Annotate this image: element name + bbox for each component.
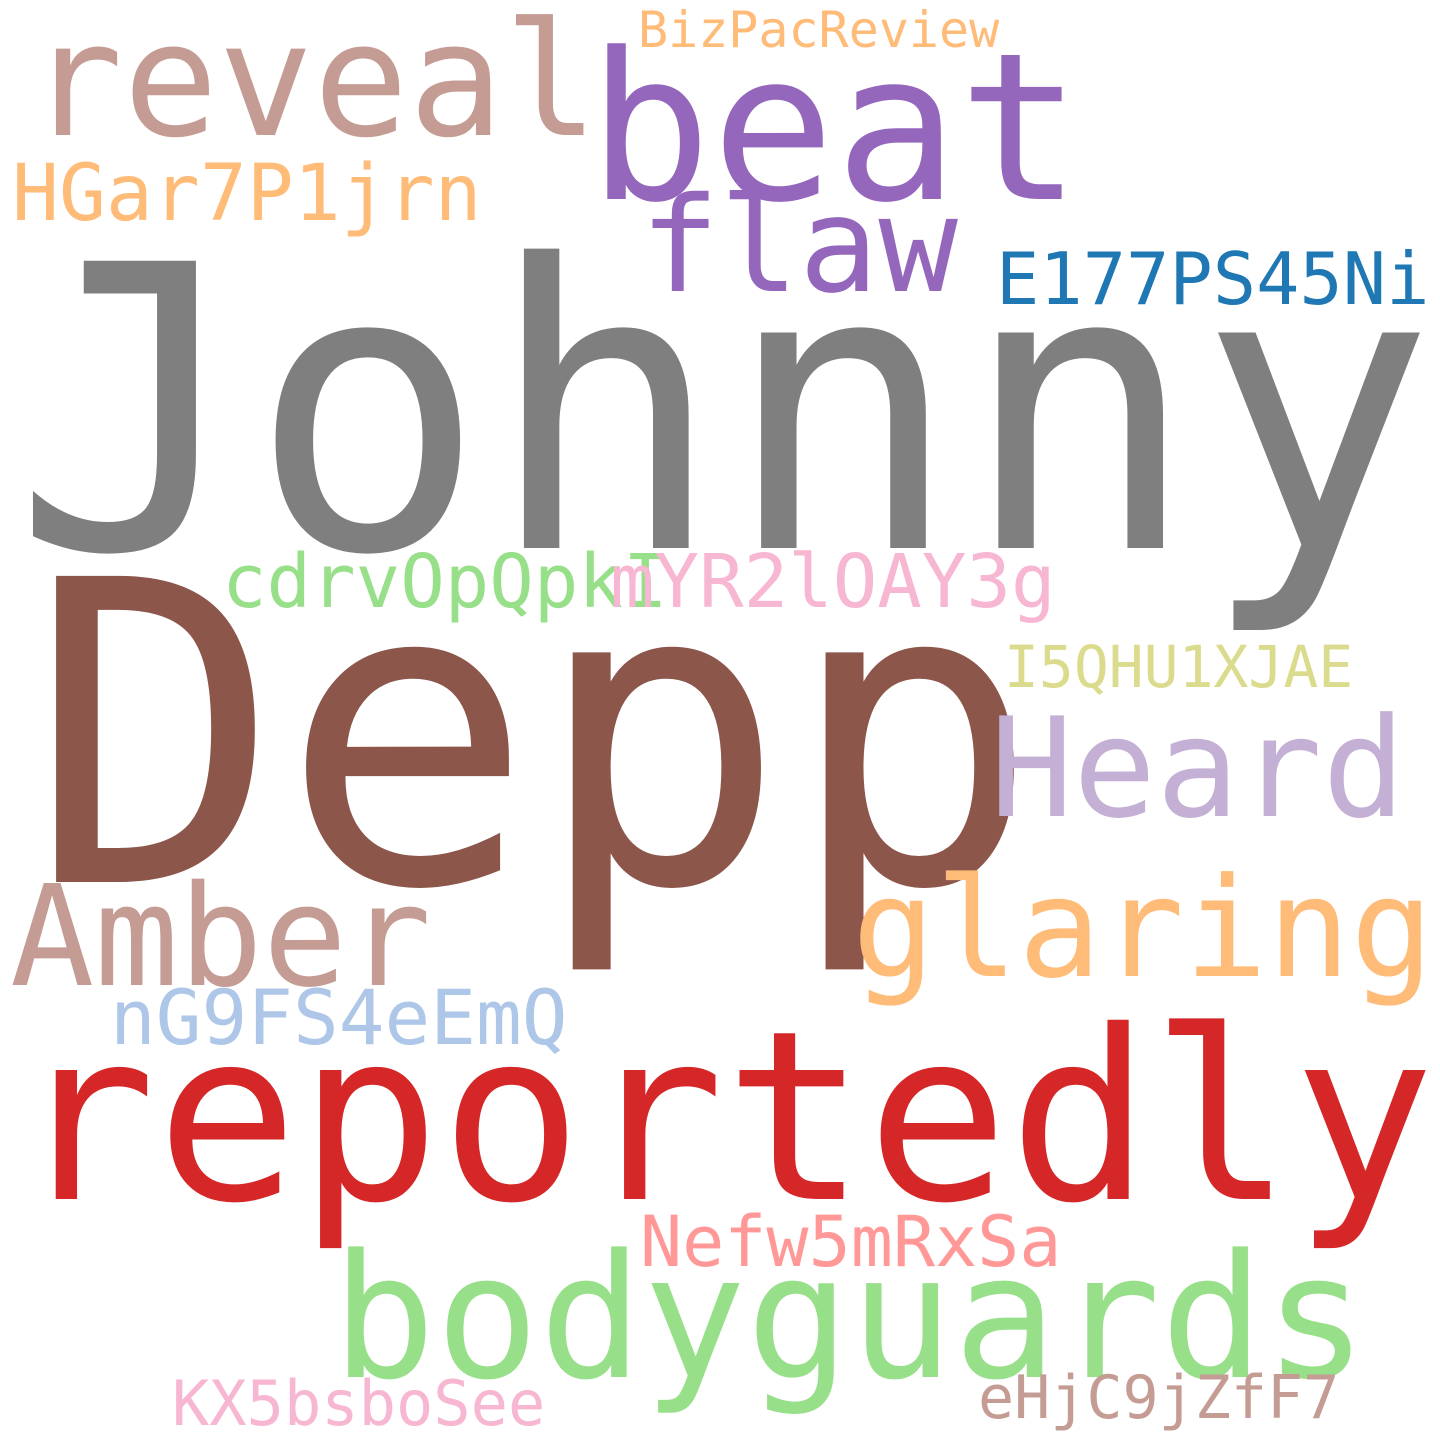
word-bizpacreview: BizPacReview — [638, 1, 1000, 59]
word-reportedly: reportedly — [14, 980, 1435, 1255]
word-hgar7p1jrn: HGar7P1jrn — [12, 149, 482, 239]
word-kx5bsbosee: KX5bsboSee — [172, 1367, 546, 1440]
word-nefw5mrxsa: Nefw5mRxSa — [640, 1201, 1062, 1283]
word-i5qhu1xjae: I5QHU1XJAE — [1004, 633, 1354, 701]
word-bodyguards: bodyguards — [332, 1217, 1368, 1418]
word-myr2loay3g: mYR2lOAY3g — [610, 539, 1056, 625]
word-depp: Depp — [28, 493, 1040, 982]
word-cdrvopqpki: cdrvOpQpkI — [222, 539, 668, 625]
word-e177ps45ni: E177PS45Ni — [996, 237, 1430, 321]
word-beat: beat — [588, 10, 1082, 248]
word-glaring: glaring — [852, 848, 1434, 1009]
word-flaw: flaw — [640, 169, 958, 323]
word-johnny: Johnny — [12, 182, 1436, 641]
word-reveal: reveal — [28, 0, 599, 173]
word-heard: Heard — [990, 688, 1406, 849]
word-ehjc9jzff7: eHjC9jZfF7 — [978, 1363, 1340, 1433]
word-ng9fs4eemq: nG9FS4eEmQ — [110, 973, 568, 1062]
word-amber: Amber — [10, 856, 432, 1019]
